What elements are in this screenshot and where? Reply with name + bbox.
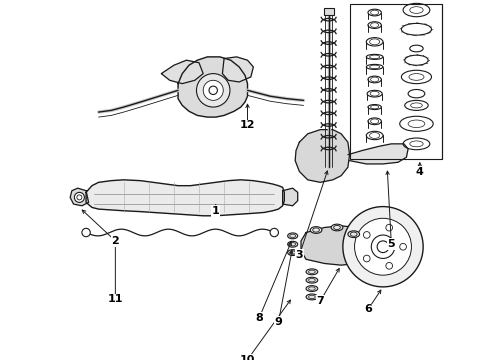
Polygon shape <box>283 188 298 206</box>
Circle shape <box>82 228 90 237</box>
Polygon shape <box>161 60 203 84</box>
Polygon shape <box>348 144 408 164</box>
Polygon shape <box>295 130 349 182</box>
Ellipse shape <box>331 224 343 231</box>
Ellipse shape <box>306 277 318 283</box>
Circle shape <box>74 192 84 202</box>
Polygon shape <box>70 188 89 206</box>
Text: 12: 12 <box>240 121 255 130</box>
Text: 10: 10 <box>240 355 255 360</box>
Ellipse shape <box>288 233 298 239</box>
Polygon shape <box>222 57 253 82</box>
Circle shape <box>203 80 223 100</box>
Ellipse shape <box>306 294 318 300</box>
Text: 11: 11 <box>108 294 123 305</box>
Circle shape <box>196 73 230 107</box>
Ellipse shape <box>288 241 298 247</box>
Text: 5: 5 <box>388 239 395 249</box>
Ellipse shape <box>306 269 318 275</box>
Circle shape <box>343 207 423 287</box>
Polygon shape <box>178 57 247 117</box>
Bar <box>323 8 334 15</box>
Polygon shape <box>86 180 284 216</box>
Ellipse shape <box>348 231 360 238</box>
Text: 2: 2 <box>112 236 119 246</box>
Text: 3: 3 <box>295 250 303 260</box>
Polygon shape <box>301 226 361 265</box>
Circle shape <box>270 228 278 237</box>
Text: 9: 9 <box>274 317 282 327</box>
Text: 4: 4 <box>416 167 424 177</box>
Circle shape <box>355 218 412 275</box>
Text: 6: 6 <box>364 305 372 315</box>
Ellipse shape <box>288 250 298 256</box>
Text: 8: 8 <box>255 313 263 323</box>
Text: 7: 7 <box>317 296 324 306</box>
Ellipse shape <box>310 227 322 233</box>
Ellipse shape <box>306 285 318 292</box>
Bar <box>349 4 441 159</box>
Text: 1: 1 <box>212 206 220 216</box>
